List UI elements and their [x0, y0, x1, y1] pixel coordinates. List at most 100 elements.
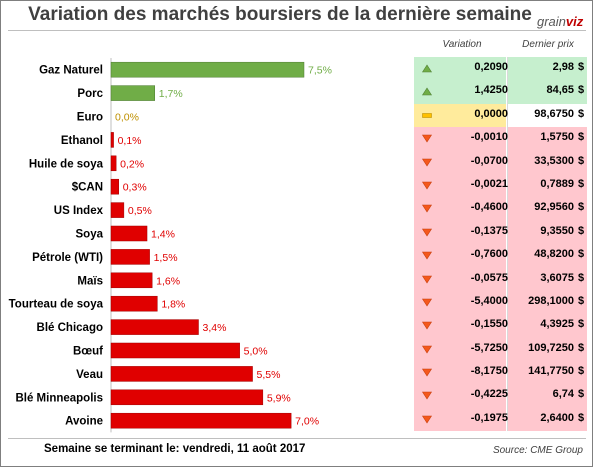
table-row: -8,1750 141,7750 $	[414, 361, 587, 385]
price-cell-bg	[507, 150, 587, 174]
bar-value-label: 1,8%	[161, 299, 185, 311]
logo-text-viz: viz	[565, 14, 584, 29]
category-label: Veau	[76, 369, 103, 381]
currency-symbol: $	[578, 224, 585, 237]
table-row: -0,0021 0,7889 $	[414, 173, 587, 198]
variation-cell-bg	[414, 267, 506, 291]
category-label: Maïs	[77, 275, 103, 287]
variation-cell-bg	[414, 407, 506, 432]
bar-value-label: 0,5%	[128, 205, 152, 217]
price-cell-bg	[507, 407, 587, 432]
currency-symbol: $	[578, 248, 585, 261]
bar-value-label: 0,1%	[118, 135, 142, 147]
price-cell-bg	[507, 361, 587, 385]
price-value: 98,6750	[534, 107, 574, 120]
variation-value: 0,0000	[474, 107, 508, 120]
variation-value: -5,7250	[470, 341, 508, 354]
category-label: Ethanol	[61, 135, 103, 147]
variation-cell-bg	[414, 244, 506, 268]
variation-cell-bg	[414, 150, 506, 174]
price-value: 9,3550	[540, 224, 574, 237]
price-cell-bg	[507, 290, 587, 315]
variation-value: -0,4600	[470, 201, 508, 214]
price-cell-bg	[507, 384, 587, 408]
table-row: 0,0000 98,6750 $	[414, 103, 587, 128]
variation-value: -0,7600	[470, 248, 508, 261]
bar-value-label: 1,4%	[151, 229, 175, 241]
variation-cell-bg	[414, 80, 506, 104]
price-value: 109,7250	[528, 341, 574, 354]
variation-cell-bg	[414, 173, 506, 198]
bar	[110, 202, 125, 218]
currency-symbol: $	[578, 61, 585, 73]
variation-value: -0,0700	[470, 154, 508, 167]
currency-symbol: $	[578, 341, 585, 354]
currency-symbol: $	[578, 388, 585, 401]
variation-value: -5,4000	[470, 294, 508, 307]
bar-value-label: 1,5%	[154, 252, 178, 264]
currency-symbol: $	[578, 201, 585, 214]
currency-symbol: $	[578, 271, 585, 284]
variation-cell-bg	[414, 384, 506, 408]
price-cell-bg	[507, 220, 587, 245]
currency-symbol: $	[578, 154, 585, 167]
bar-value-label: 0,2%	[120, 158, 144, 170]
price-cell-bg	[507, 197, 587, 221]
bar	[110, 412, 292, 429]
neutral-dash-icon	[422, 112, 432, 118]
triangle-down-icon	[422, 181, 432, 190]
triangle-down-icon	[422, 298, 432, 307]
category-label: $CAN	[72, 182, 103, 194]
bar	[110, 272, 153, 289]
variation-value: -8,1750	[470, 365, 508, 378]
price-column-header: Dernier prix	[522, 39, 574, 50]
bar-value-label: 7,0%	[295, 416, 319, 428]
category-label: Euro	[77, 112, 103, 124]
price-value: 2,98	[552, 61, 574, 73]
table-row: -0,4225 6,74 $	[414, 384, 587, 408]
bar-value-label: 7,5%	[308, 65, 332, 77]
bar-value-label: 1,6%	[156, 275, 180, 287]
triangle-down-icon	[422, 205, 432, 213]
table-row: 0,2090 2,98 $	[414, 57, 587, 81]
price-cell-bg	[507, 244, 587, 268]
price-value: 298,1000	[528, 294, 574, 307]
price-value: 6,74	[552, 388, 574, 401]
currency-symbol: $	[578, 107, 585, 120]
bar	[110, 342, 240, 359]
variation-cell-bg	[414, 314, 506, 338]
currency-symbol: $	[578, 131, 585, 144]
triangle-down-icon	[422, 345, 432, 354]
category-label: Tourteau de soya	[9, 299, 104, 311]
price-cell-bg	[507, 127, 587, 151]
variation-value: -0,0010	[470, 131, 508, 144]
bar	[110, 295, 158, 312]
category-label: Blé Chicago	[37, 322, 103, 334]
variation-value: -0,1550	[470, 318, 508, 331]
price-value: 33,5300	[534, 154, 574, 167]
table-row: 1,4250 84,65 $	[414, 80, 587, 104]
category-label: Avoine	[65, 416, 103, 428]
footer-divider	[8, 438, 586, 439]
category-label: Gaz Naturel	[39, 65, 103, 77]
variation-value: -0,1375	[470, 224, 508, 237]
bar	[110, 225, 148, 242]
bar	[110, 178, 119, 195]
bar-value-label: 1,7%	[159, 88, 183, 100]
triangle-up-icon	[422, 64, 432, 73]
variation-value: -0,1975	[470, 411, 508, 424]
price-value: 84,65	[546, 84, 574, 97]
variation-value: -0,4225	[470, 388, 508, 401]
variation-cell-bg	[414, 197, 506, 221]
price-value: 48,8200	[534, 248, 574, 261]
price-value: 92,9560	[534, 201, 574, 214]
variation-cell-bg	[414, 127, 506, 151]
brand-logo: grainviz	[537, 14, 583, 29]
price-cell-bg	[507, 80, 587, 104]
triangle-down-icon	[422, 392, 432, 401]
table-row: -0,7600 48,8200 $	[414, 244, 587, 268]
bar	[110, 132, 114, 148]
bar	[110, 155, 117, 172]
week-ending-note: Semaine se terminant le: vendredi, 11 ao…	[44, 443, 306, 455]
